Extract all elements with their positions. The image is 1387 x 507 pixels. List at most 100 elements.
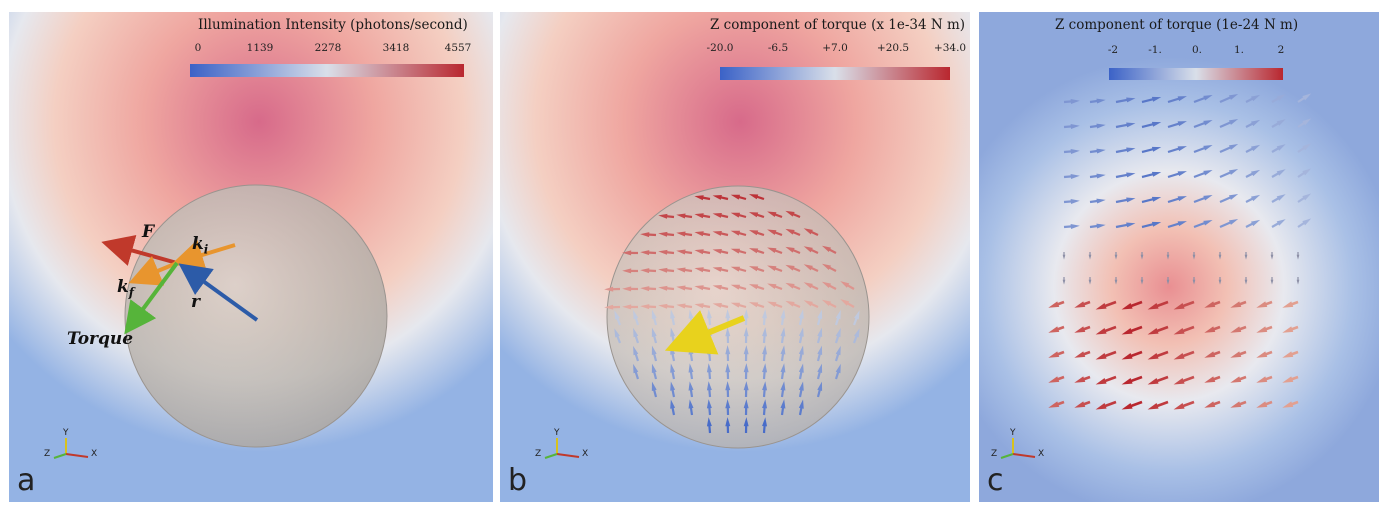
vector-arrowhead: [640, 286, 650, 292]
vector-arrowhead: [1096, 123, 1106, 129]
vector-arrowhead: [767, 301, 777, 307]
vector-arrowhead: [730, 230, 741, 236]
vector-arrowhead: [1166, 279, 1170, 285]
vector-arrowhead: [1302, 193, 1312, 201]
vector-arrowhead: [1121, 303, 1133, 310]
r-label: r: [191, 292, 200, 312]
vector-arrowhead: [854, 328, 860, 338]
panel-b: Y X Z Z component of torque (x 1e-34 N m…: [500, 12, 970, 502]
vector-arrowhead: [670, 363, 676, 373]
vector-arrowhead: [688, 381, 694, 391]
axes-triad-c: Y X Z: [991, 428, 1044, 459]
vector-arrowhead: [725, 417, 731, 427]
vector-arrowhead: [1282, 351, 1294, 358]
vector-arrowhead: [798, 381, 804, 391]
vector-arrowhead: [622, 250, 632, 256]
vector-arrowhead: [1230, 351, 1242, 358]
vector-arrowhead: [1244, 254, 1248, 260]
vector-arrowhead: [767, 283, 777, 289]
r-arrow: [178, 263, 259, 322]
vector-arrowhead: [670, 381, 676, 391]
vector-arrowhead: [1204, 351, 1216, 358]
vector-arrowhead: [821, 263, 832, 271]
vector-arrowhead: [780, 309, 786, 319]
vector-arrowhead: [748, 284, 759, 290]
vector-arrowhead: [1147, 303, 1159, 310]
vector-arrowhead: [1048, 401, 1060, 408]
vector-arrowhead: [743, 345, 749, 355]
vector-arrowhead: [840, 281, 850, 288]
vector-arrowhead: [748, 230, 759, 236]
vector-arrowhead: [1048, 326, 1060, 333]
vector-arrowhead: [1250, 144, 1261, 152]
vector-arrowhead: [821, 245, 832, 253]
vector-arrowhead: [767, 247, 777, 253]
axis-z-label: Z: [44, 449, 50, 459]
vector-arrowhead: [821, 281, 832, 289]
vector-arrowhead: [622, 304, 632, 310]
vector-arrowhead: [1147, 403, 1159, 410]
vector-arrowhead: [712, 285, 722, 290]
colorbar-tick: 0: [194, 42, 202, 54]
colorbar-tick: 2: [1277, 44, 1285, 56]
vector-arrowhead: [1070, 148, 1080, 154]
vector-arrowhead: [614, 310, 620, 320]
vector-arrowhead: [762, 327, 768, 337]
vector-arrowhead: [1177, 146, 1187, 152]
vector-arrowhead: [1140, 254, 1144, 260]
vector-arrowhead: [725, 309, 731, 319]
colorbar-tick: -1.: [1148, 44, 1162, 56]
vector-arrowhead: [712, 231, 722, 236]
vector-arrowhead: [1230, 401, 1242, 408]
vector-arrowhead: [767, 229, 777, 235]
vector-arrowhead: [1244, 279, 1248, 285]
vector-arrowhead: [1203, 145, 1213, 151]
torque-label: Torque: [67, 329, 134, 349]
vector-arrowhead: [1270, 254, 1274, 260]
colorbar-tick: 1139: [246, 42, 274, 54]
vector-arrowhead: [1204, 301, 1216, 308]
vector-arrowhead: [1228, 94, 1239, 100]
vector-arrowhead: [1177, 171, 1187, 177]
vector-arrowhead: [785, 264, 795, 271]
vector-arrowhead: [1126, 222, 1136, 228]
surface-torque-arrows: [604, 194, 860, 434]
vector-arrowhead: [1302, 93, 1312, 101]
vector-arrowhead: [694, 231, 704, 237]
vector-arrowhead: [762, 417, 768, 427]
k-f-arrow: [128, 256, 178, 286]
vector-arrowhead: [1204, 326, 1216, 333]
vector-arrowhead: [640, 250, 650, 256]
torque-arrow: [124, 261, 179, 335]
vector-arrowhead: [1276, 144, 1286, 151]
vector-arrowhead: [1250, 119, 1261, 127]
vector-arrowhead: [767, 265, 777, 271]
vector-arrowhead: [748, 194, 759, 200]
colorbar-tick: +34.0: [933, 42, 967, 54]
vector-arrowhead: [1121, 403, 1133, 410]
vector-arrowhead: [730, 284, 741, 290]
vector-arrowhead: [725, 345, 731, 355]
vector-arrowhead: [1256, 376, 1268, 383]
force-label: F: [142, 222, 155, 242]
vector-arrowhead: [1126, 122, 1136, 128]
vector-arrowhead: [1048, 376, 1060, 383]
vector-arrowhead: [1276, 119, 1286, 126]
vector-arrowhead: [1126, 197, 1136, 203]
vector-arrowhead: [1270, 279, 1274, 285]
vector-arrowhead: [1070, 198, 1080, 204]
vector-arrowhead: [1250, 219, 1261, 227]
vector-arrowhead: [1250, 169, 1261, 177]
vector-arrowhead: [1282, 301, 1294, 308]
axis-z-label: Z: [991, 449, 997, 459]
axis-x-label: X: [91, 449, 97, 459]
vector-arrowhead: [694, 285, 704, 291]
vector-arrowhead: [658, 285, 668, 291]
vector-arrowhead: [640, 304, 650, 310]
vector-arrowhead: [785, 228, 795, 235]
colorbar-tick: 0.: [1191, 44, 1203, 56]
vector-arrowhead: [651, 363, 657, 374]
panel-a: Y X Z Illumination Intensity (photons/se…: [9, 12, 493, 502]
vector-arrowhead: [1074, 351, 1086, 358]
axis-x-label: X: [582, 449, 588, 459]
